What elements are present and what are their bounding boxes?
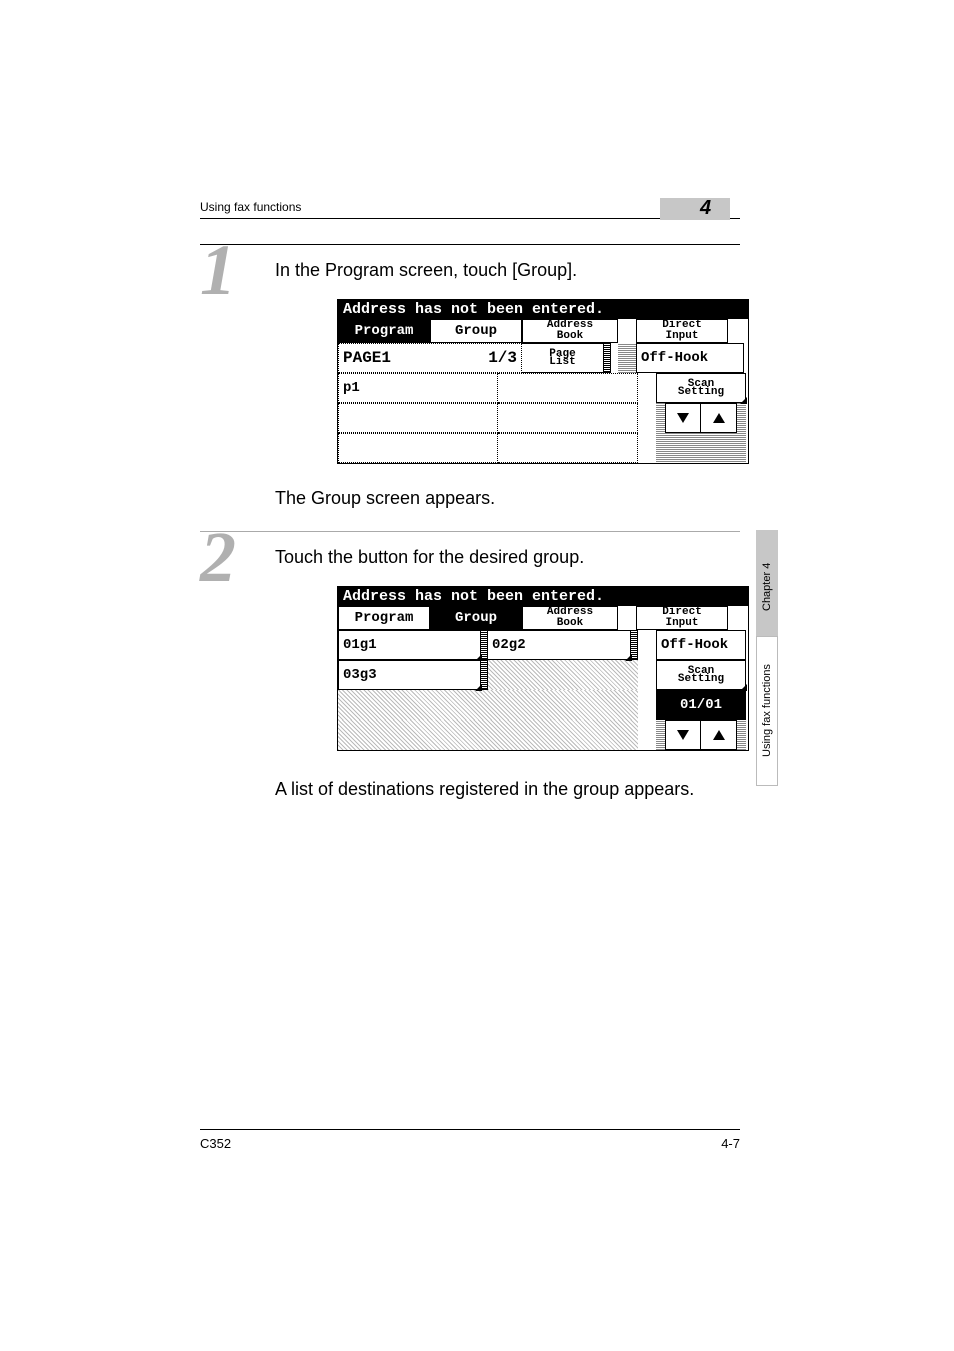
up-button-b[interactable] xyxy=(701,720,737,750)
group-02g2[interactable]: 02g2 xyxy=(488,630,631,660)
p1-button[interactable]: p1 xyxy=(338,373,498,403)
lcd-b-row2: 03g3 Scan Setting xyxy=(338,660,748,690)
lcd-b-status: Address has not been entered. xyxy=(338,587,748,606)
lcd-a-tabs: Program Group Address Book Direct Input xyxy=(338,319,748,343)
lcd-a-row-page: PAGE1 1/3 Page List Off-Hook xyxy=(338,343,748,373)
corner-icon-scan-b xyxy=(740,684,747,691)
corner-icon-g2 xyxy=(625,654,632,661)
group-01g1[interactable]: 01g1 xyxy=(338,630,481,660)
page-indicator: PAGE1 1/3 xyxy=(338,343,522,373)
empty-slot-4 xyxy=(338,433,498,463)
empty-slot-5 xyxy=(498,433,638,463)
hatch-slot xyxy=(488,660,638,690)
step-2-text: Touch the button for the desired group. xyxy=(275,525,740,586)
down-button[interactable] xyxy=(665,403,701,433)
scan-l2: Setting xyxy=(678,387,724,398)
group-03g3[interactable]: 03g3 xyxy=(338,660,481,690)
scan-setting-button[interactable]: Scan Setting xyxy=(656,373,746,403)
up-arrow-icon-b xyxy=(713,730,725,740)
lcd-b-tabs: Program Group Address Book Direct Input xyxy=(338,606,748,630)
step-2-followup: A list of destinations registered in the… xyxy=(200,777,740,801)
lcd-b-row4 xyxy=(338,720,748,750)
page-count: 1/3 xyxy=(488,349,517,367)
page-indicator-b: 01/01 xyxy=(656,690,746,720)
tab-group[interactable]: Group xyxy=(430,319,522,343)
lcd-a-status: Address has not been entered. xyxy=(338,300,748,319)
lcd-group-screen: Address has not been entered. Program Gr… xyxy=(337,586,749,751)
down-button-b[interactable] xyxy=(665,720,701,750)
offhook-button[interactable]: Off-Hook xyxy=(636,343,744,373)
hatch-right xyxy=(737,403,746,432)
tab-direct-input[interactable]: Direct Input xyxy=(636,319,728,343)
tab-direct-line2: Input xyxy=(665,331,698,342)
down-arrow-icon xyxy=(677,413,689,423)
tab-group-b[interactable]: Group xyxy=(430,606,522,630)
lcd-a-row-empty2 xyxy=(338,403,748,433)
step-number-1: 1 xyxy=(200,238,236,303)
grip-g3 xyxy=(481,660,488,690)
tab-address-book-b[interactable]: Address Book xyxy=(522,606,618,630)
empty-slot-2 xyxy=(338,403,498,433)
footer-left: C352 xyxy=(200,1136,231,1151)
step-1-followup: The Group screen appears. xyxy=(200,488,740,509)
corner-icon-g3 xyxy=(475,684,482,691)
hatch-left xyxy=(656,403,665,432)
tab-address-b-l2: Book xyxy=(557,618,583,629)
g2-label: 02g2 xyxy=(492,637,526,653)
side-tab-title: Using fax functions xyxy=(756,636,778,786)
g1-label: 01g1 xyxy=(343,637,377,653)
step-number-2: 2 xyxy=(200,525,236,590)
g3-label: 03g3 xyxy=(343,667,377,683)
grip-g2 xyxy=(631,630,638,660)
divider-hatch xyxy=(618,343,636,373)
empty-slot-3 xyxy=(498,403,638,433)
tab-direct-input-b[interactable]: Direct Input xyxy=(636,606,728,630)
lcd-b-row1: 01g1 02g2 Off-Hook xyxy=(338,630,748,660)
tab-program-b[interactable]: Program xyxy=(338,606,430,630)
down-arrow-icon-b xyxy=(677,730,689,740)
lcd-a-row-p1: p1 Scan Setting xyxy=(338,373,748,403)
tab-address-line2: Book xyxy=(557,331,583,342)
up-button[interactable] xyxy=(701,403,737,433)
document-page: Using fax functions 4 1 In the Program s… xyxy=(0,0,954,1351)
pagelist-l2: List xyxy=(549,357,575,368)
page-list-button[interactable]: Page List xyxy=(522,343,604,373)
scan-setting-b[interactable]: Scan Setting xyxy=(656,660,746,690)
page-label: PAGE1 xyxy=(343,349,391,367)
hatch-block xyxy=(656,433,746,462)
grip-g1 xyxy=(481,630,488,660)
scan-b-l2: Setting xyxy=(678,674,724,685)
step-rule xyxy=(200,244,740,245)
lcd-a-row-empty3 xyxy=(338,433,748,463)
lcd-program-screen: Address has not been entered. Program Gr… xyxy=(337,299,749,464)
tab-direct-b-l2: Input xyxy=(665,618,698,629)
hatch-nav-r xyxy=(737,720,746,750)
step-1-text: In the Program screen, touch [Group]. xyxy=(275,238,740,299)
step-1: 1 In the Program screen, touch [Group]. … xyxy=(200,238,740,464)
hatch-nav-l xyxy=(656,720,665,750)
offhook-b[interactable]: Off-Hook xyxy=(656,630,746,660)
page-footer: C352 4-7 xyxy=(200,1129,740,1151)
lcd-b-row3: 01/01 xyxy=(338,690,748,720)
corner-icon xyxy=(740,397,747,404)
tab-program[interactable]: Program xyxy=(338,319,430,343)
up-arrow-icon xyxy=(713,413,725,423)
grip-icon xyxy=(604,343,611,373)
hatch-row4 xyxy=(338,720,638,750)
side-tab-chapter: Chapter 4 xyxy=(756,530,778,644)
step-rule-2 xyxy=(200,531,740,532)
hatch-row3 xyxy=(338,690,638,720)
step-2: 2 Touch the button for the desired group… xyxy=(200,525,740,751)
footer-right: 4-7 xyxy=(721,1136,740,1151)
content-area: 1 In the Program screen, touch [Group]. … xyxy=(200,198,740,801)
empty-slot-1 xyxy=(498,373,638,403)
tab-address-book[interactable]: Address Book xyxy=(522,319,618,343)
